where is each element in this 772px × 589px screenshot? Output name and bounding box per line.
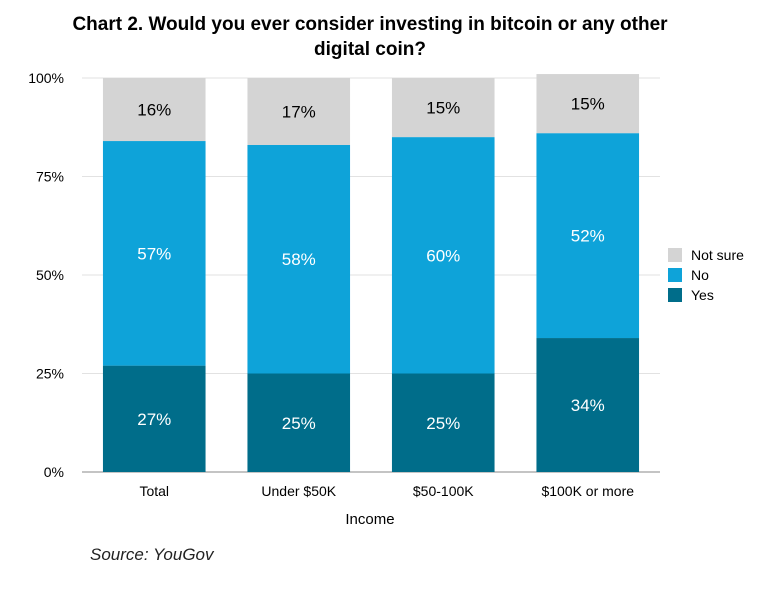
legend-swatch xyxy=(668,268,682,282)
bar-segment-yes xyxy=(536,338,640,472)
bar-segment-not-sure xyxy=(536,74,640,134)
bar-segment-yes xyxy=(391,373,495,472)
x-axis-ticks: Total Under $50K $50-100K $100K or more xyxy=(139,483,634,499)
y-axis-ticks: 0% 25% 50% 75% 100% xyxy=(28,70,64,480)
y-tick-label: 50% xyxy=(36,267,64,283)
legend-label: No xyxy=(691,267,709,283)
bar-segment-no xyxy=(247,144,351,374)
data-label: 58% xyxy=(282,250,316,269)
y-tick-label: 25% xyxy=(36,366,64,382)
data-label: 60% xyxy=(426,246,460,265)
bar-segment-no xyxy=(536,133,640,339)
bar-segment-no xyxy=(102,141,206,366)
bar-segment-yes xyxy=(247,373,351,472)
x-tick-label: $50-100K xyxy=(413,483,474,499)
y-tick-label: 0% xyxy=(44,464,64,480)
x-tick-label: Total xyxy=(139,483,169,499)
legend-swatch xyxy=(668,288,682,302)
data-label: 27% xyxy=(137,410,171,429)
x-tick-label: Under $50K xyxy=(261,483,336,499)
bars: 27% 57% 16% 25% 58% 17% 25% 60% 15% 34% 52% 15% xyxy=(102,74,640,472)
data-label: 57% xyxy=(137,244,171,263)
data-label: 15% xyxy=(571,95,605,114)
data-label: 25% xyxy=(426,414,460,433)
source-note: Source: YouGov xyxy=(90,545,214,564)
bar-segment-yes xyxy=(102,365,206,472)
bar-segment-no xyxy=(391,137,495,374)
bar-segment-not-sure xyxy=(102,78,206,142)
data-label: 52% xyxy=(571,227,605,246)
y-tick-label: 100% xyxy=(28,70,64,86)
bar-segment-not-sure xyxy=(247,78,351,145)
legend-label: Yes xyxy=(691,287,714,303)
data-label: 16% xyxy=(137,101,171,120)
chart-title: Chart 2. Would you ever consider investi… xyxy=(72,14,668,60)
x-axis-label: Income xyxy=(345,511,394,528)
data-label: 34% xyxy=(571,396,605,415)
y-tick-label: 75% xyxy=(36,169,64,185)
legend-swatch xyxy=(668,248,682,262)
data-label: 25% xyxy=(282,414,316,433)
legend: Not sure No Yes xyxy=(668,247,744,303)
legend-label: Not sure xyxy=(691,247,744,263)
bar-segment-not-sure xyxy=(391,78,495,138)
data-label: 15% xyxy=(426,99,460,118)
data-label: 17% xyxy=(282,102,316,121)
x-tick-label: $100K or more xyxy=(541,483,634,499)
